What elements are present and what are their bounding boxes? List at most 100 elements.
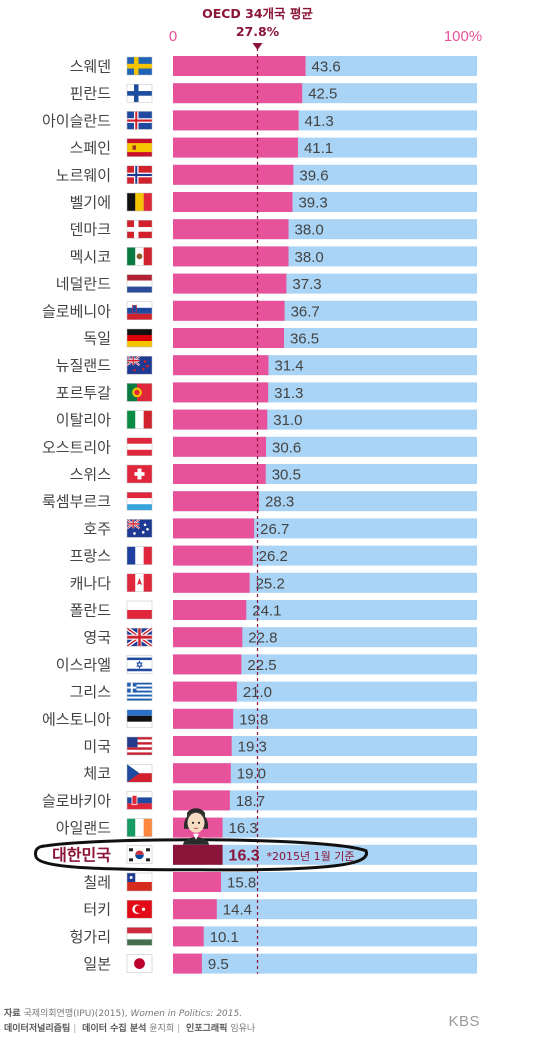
slovenia-flag-icon bbox=[126, 301, 153, 321]
country-label: 대한민국 bbox=[52, 845, 111, 864]
bar bbox=[173, 246, 289, 267]
kbs-logo: KBS bbox=[448, 1013, 480, 1030]
new-zealand-flag-icon bbox=[126, 355, 153, 375]
bar bbox=[173, 382, 269, 403]
bar bbox=[173, 110, 299, 131]
value-label: 31.3 bbox=[274, 385, 303, 402]
credits-line: 데이터저널리즘팀 | 데이터 수집 분석 윤지희 | 인포그래픽 임유나 bbox=[4, 1024, 256, 1034]
korea-flag-icon bbox=[126, 845, 153, 865]
bar bbox=[173, 654, 242, 675]
iceland-flag-icon bbox=[126, 111, 153, 130]
bar bbox=[173, 192, 293, 212]
bar bbox=[173, 137, 298, 158]
estonia-flag-icon bbox=[126, 709, 153, 729]
bar bbox=[173, 708, 234, 729]
country-label: 스웨덴 bbox=[70, 58, 111, 76]
country-label: 일본 bbox=[83, 955, 111, 973]
bar-track bbox=[173, 926, 477, 947]
value-label: 30.6 bbox=[272, 439, 301, 456]
value-label: 19.8 bbox=[239, 711, 268, 728]
footer: 자료 국제의회연맹(IPU)(2015), Women in Politics:… bbox=[4, 1007, 480, 1037]
bar-track bbox=[173, 790, 477, 811]
poland-flag-icon bbox=[126, 600, 153, 620]
japan-flag-icon bbox=[126, 954, 153, 973]
chile-flag-icon bbox=[126, 872, 153, 892]
value-label: 26.7 bbox=[260, 521, 289, 538]
highlight-bar bbox=[173, 844, 223, 865]
germany-flag-icon bbox=[126, 328, 153, 348]
country-label: 호주 bbox=[83, 520, 111, 538]
denmark-flag-icon bbox=[126, 219, 153, 239]
value-labels: 43.6 42.5 41.3 41.1 39.6 39.3 38.0 38.0 37.3 36.7… bbox=[208, 59, 341, 974]
value-label: 37.3 bbox=[292, 276, 321, 293]
switzerland-flag-icon bbox=[126, 464, 153, 484]
highlight-annotations: *2015년 1월 기준 bbox=[34, 808, 369, 872]
bar bbox=[173, 627, 243, 648]
finland-flag-icon bbox=[126, 83, 153, 103]
israel-flag-icon bbox=[126, 655, 153, 674]
bar bbox=[173, 491, 260, 512]
value-label: 14.4 bbox=[223, 902, 252, 919]
bar-track bbox=[173, 953, 477, 974]
credit-infographic-name: 임유나 bbox=[230, 1024, 256, 1034]
average-marker-icon bbox=[252, 43, 263, 50]
axis-max-label: 100% bbox=[444, 28, 482, 45]
hungary-flag-icon bbox=[126, 927, 153, 946]
country-label: 슬로베니아 bbox=[42, 302, 111, 320]
country-label: 체코 bbox=[83, 765, 111, 783]
value-label: 31.4 bbox=[274, 358, 303, 375]
australia-flag-icon bbox=[126, 518, 153, 538]
value-label: 15.8 bbox=[227, 875, 256, 892]
slovakia-flag-icon bbox=[126, 791, 153, 810]
bar-track bbox=[173, 763, 477, 784]
bar bbox=[173, 953, 202, 974]
ireland-flag-icon bbox=[126, 818, 153, 837]
bar bbox=[173, 300, 285, 321]
bar bbox=[173, 763, 231, 784]
france-flag-icon bbox=[126, 546, 153, 565]
country-label: 아일랜드 bbox=[56, 819, 111, 837]
average-line bbox=[252, 43, 263, 974]
value-label: 43.6 bbox=[312, 59, 341, 76]
bar bbox=[173, 464, 266, 484]
value-label: 22.5 bbox=[247, 657, 276, 674]
sweden-flag-icon bbox=[126, 56, 153, 76]
czech-flag-icon bbox=[126, 763, 153, 783]
usa-flag-icon bbox=[126, 736, 153, 756]
country-label: 오스트리아 bbox=[42, 438, 111, 456]
credit-infographic-role: 인포그래픽 bbox=[186, 1024, 228, 1034]
source-text: 국제의회연맹(IPU)(2015), bbox=[23, 1009, 128, 1019]
value-label: 38.0 bbox=[295, 249, 324, 266]
country-label: 칠레 bbox=[83, 874, 111, 892]
bar bbox=[173, 518, 255, 539]
highlight-ellipse bbox=[34, 838, 369, 872]
average-label: OECD 34개국 평균 bbox=[202, 6, 313, 21]
value-label: 16.3 bbox=[229, 820, 258, 837]
value-label: 30.5 bbox=[272, 467, 301, 484]
country-label: 아이슬란드 bbox=[42, 112, 111, 130]
value-label: 19.3 bbox=[238, 739, 267, 756]
value-label: 18.7 bbox=[236, 793, 265, 810]
value-label: 22.8 bbox=[248, 630, 277, 647]
source-title: Women in Politics: 2015. bbox=[130, 1009, 243, 1019]
bar-track bbox=[173, 844, 477, 865]
bar-track bbox=[173, 872, 477, 892]
bar-track bbox=[173, 736, 477, 756]
bar bbox=[173, 600, 247, 620]
bar bbox=[173, 545, 253, 566]
country-label: 스위스 bbox=[70, 466, 112, 484]
country-label: 이탈리아 bbox=[56, 411, 111, 429]
value-label: 28.3 bbox=[265, 494, 294, 511]
bar bbox=[173, 926, 204, 947]
netherlands-flag-icon bbox=[126, 274, 153, 293]
highlight-value-label: 16.3 bbox=[229, 847, 260, 864]
cartoon-woman-icon bbox=[183, 808, 209, 845]
value-label: 25.2 bbox=[256, 575, 285, 592]
country-label: 그리스 bbox=[70, 683, 112, 701]
country-label: 슬로바키아 bbox=[42, 792, 111, 810]
spain-flag-icon bbox=[126, 138, 153, 157]
bar bbox=[173, 355, 269, 376]
country-label: 헝가리 bbox=[70, 928, 111, 946]
luxembourg-flag-icon bbox=[126, 491, 153, 511]
credit-analysis-name: 윤지희 bbox=[149, 1024, 175, 1034]
